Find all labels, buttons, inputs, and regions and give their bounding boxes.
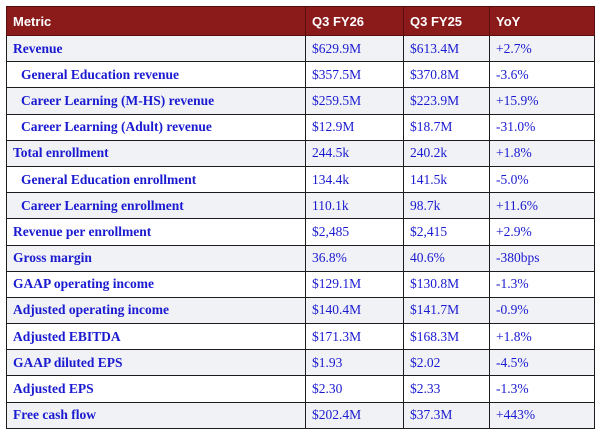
q3-fy25-cell: 98.7k [403, 192, 490, 220]
metric-cell: Revenue per enrollment [6, 218, 306, 246]
table-row: General Education revenue $357.5M $370.8M -… [6, 61, 595, 89]
metric-cell: Career Learning enrollment [6, 192, 306, 220]
q3-fy26-cell: $259.5M [305, 87, 404, 115]
yoy-cell: +2.9% [489, 218, 595, 246]
q3-fy26-cell: $629.9M [305, 34, 404, 63]
yoy-cell: +15.9% [489, 87, 595, 115]
metric-cell: GAAP operating income [6, 270, 306, 298]
header-yoy: YoY [489, 6, 595, 36]
yoy-cell: +1.8% [489, 323, 595, 351]
table-row: Adjusted EPS $2.30 $2.33 -1.3% [6, 375, 595, 403]
header-row: Metric Q3 FY26 Q3 FY25 YoY [6, 6, 595, 36]
table-row: Career Learning (Adult) revenue $12.9M $18… [6, 113, 595, 141]
yoy-cell: -1.3% [489, 270, 595, 298]
table-row: Career Learning (M-HS) revenue $259.5M $22… [6, 87, 595, 115]
q3-fy25-cell: $613.4M [403, 34, 490, 63]
metric-cell: Adjusted EPS [6, 375, 306, 403]
q3-fy26-cell: $2,485 [305, 218, 404, 246]
yoy-cell: +1.8% [489, 139, 595, 167]
financial-metrics-table: Metric Q3 FY26 Q3 FY25 YoY Revenue $629.9… [6, 6, 595, 429]
q3-fy26-cell: $2.30 [305, 375, 404, 403]
table-row: General Education enrollment 134.4k 141.5k… [6, 165, 595, 194]
q3-fy25-cell: $37.3M [403, 401, 490, 429]
yoy-cell: -3.6% [489, 61, 595, 89]
table-row: GAAP diluted EPS $1.93 $2.02 -4.5% [6, 349, 595, 377]
q3-fy26-cell: $140.4M [305, 296, 404, 325]
header-q3-fy26: Q3 FY26 [305, 6, 404, 36]
table-header: Metric Q3 FY26 Q3 FY25 YoY [6, 6, 595, 36]
table-row: Adjusted operating income $140.4M $141.7M -… [6, 296, 595, 325]
yoy-cell: -380bps [489, 244, 595, 272]
table-row: Free cash flow $202.4M $37.3M +443% [6, 401, 595, 429]
q3-fy26-cell: $171.3M [305, 323, 404, 351]
q3-fy25-cell: 141.5k [403, 165, 490, 194]
metric-cell: Free cash flow [6, 401, 306, 429]
metric-cell: Career Learning (Adult) revenue [6, 113, 306, 141]
q3-fy25-cell: $130.8M [403, 270, 490, 298]
header-metric: Metric [6, 6, 306, 36]
yoy-cell: +11.6% [489, 192, 595, 220]
header-q3-fy25: Q3 FY25 [403, 6, 490, 36]
q3-fy26-cell: $357.5M [305, 61, 404, 89]
q3-fy25-cell: $370.8M [403, 61, 490, 89]
table-row: Adjusted EBITDA $171.3M $168.3M +1.8% [6, 323, 595, 351]
q3-fy25-cell: $2,415 [403, 218, 490, 246]
yoy-cell: -5.0% [489, 165, 595, 194]
yoy-cell: -0.9% [489, 296, 595, 325]
metric-cell: General Education enrollment [6, 165, 306, 194]
financial-table-container: Metric Q3 FY26 Q3 FY25 YoY Revenue $629.9… [6, 6, 595, 429]
table-row: Revenue $629.9M $613.4M +2.7% [6, 34, 595, 63]
metric-cell: Career Learning (M-HS) revenue [6, 87, 306, 115]
q3-fy25-cell: 40.6% [403, 244, 490, 272]
q3-fy26-cell: $129.1M [305, 270, 404, 298]
table-row: GAAP operating income $129.1M $130.8M -1.3% [6, 270, 595, 298]
q3-fy25-cell: $141.7M [403, 296, 490, 325]
q3-fy25-cell: $168.3M [403, 323, 490, 351]
metric-cell: Revenue [6, 34, 306, 63]
table-row: Gross margin 36.8% 40.6% -380bps [6, 244, 595, 272]
q3-fy25-cell: 240.2k [403, 139, 490, 167]
q3-fy26-cell: 244.5k [305, 139, 404, 167]
yoy-cell: +443% [489, 401, 595, 429]
yoy-cell: +2.7% [489, 34, 595, 63]
metric-cell: Gross margin [6, 244, 306, 272]
q3-fy25-cell: $223.9M [403, 87, 490, 115]
metric-cell: GAAP diluted EPS [6, 349, 306, 377]
q3-fy26-cell: 36.8% [305, 244, 404, 272]
yoy-cell: -31.0% [489, 113, 595, 141]
yoy-cell: -4.5% [489, 349, 595, 377]
q3-fy25-cell: $18.7M [403, 113, 490, 141]
table-row: Total enrollment 244.5k 240.2k +1.8% [6, 139, 595, 167]
metric-cell: Total enrollment [6, 139, 306, 167]
q3-fy26-cell: 110.1k [305, 192, 404, 220]
metric-cell: Adjusted EBITDA [6, 323, 306, 351]
q3-fy26-cell: $1.93 [305, 349, 404, 377]
table-row: Revenue per enrollment $2,485 $2,415 +2.9% [6, 218, 595, 246]
table-row: Career Learning enrollment 110.1k 98.7k +11… [6, 192, 595, 220]
q3-fy25-cell: $2.02 [403, 349, 490, 377]
q3-fy26-cell: $202.4M [305, 401, 404, 429]
yoy-cell: -1.3% [489, 375, 595, 403]
q3-fy26-cell: $12.9M [305, 113, 404, 141]
metric-cell: General Education revenue [6, 61, 306, 89]
q3-fy25-cell: $2.33 [403, 375, 490, 403]
metric-cell: Adjusted operating income [6, 296, 306, 325]
table-body: Revenue $629.9M $613.4M +2.7% General Educat… [6, 34, 595, 429]
q3-fy26-cell: 134.4k [305, 165, 404, 194]
